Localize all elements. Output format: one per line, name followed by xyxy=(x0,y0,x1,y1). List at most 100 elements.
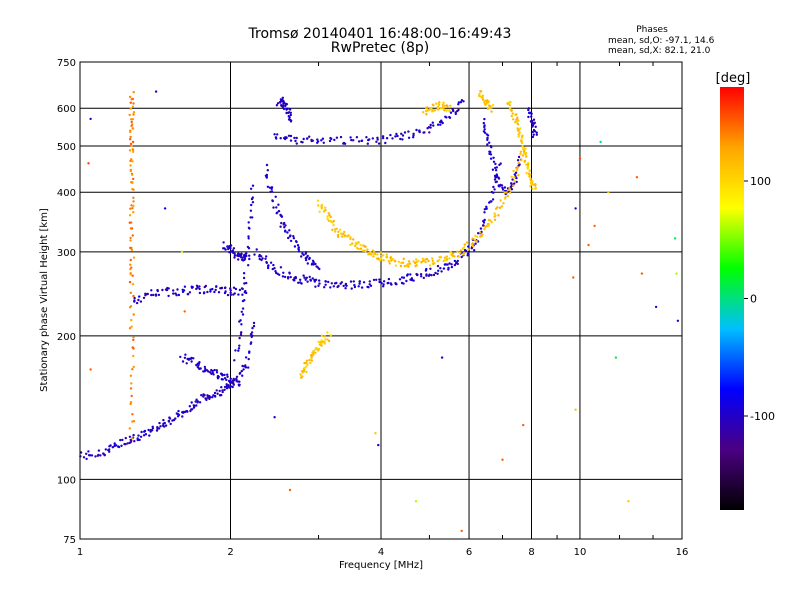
data-point xyxy=(179,355,182,359)
data-point xyxy=(172,292,175,295)
data-point xyxy=(489,153,493,156)
data-point xyxy=(365,136,368,139)
data-point xyxy=(300,282,303,285)
data-point xyxy=(352,139,355,142)
data-point xyxy=(284,230,287,233)
data-point xyxy=(327,212,330,215)
data-point xyxy=(158,421,161,425)
data-point xyxy=(272,263,275,267)
data-point xyxy=(241,299,245,303)
data-point xyxy=(332,219,335,223)
data-point xyxy=(234,287,238,291)
data-point xyxy=(432,262,435,266)
data-point xyxy=(515,176,518,180)
data-point xyxy=(442,267,446,270)
data-point xyxy=(129,164,132,167)
data-point xyxy=(129,236,132,240)
data-point xyxy=(431,121,434,124)
data-point xyxy=(439,255,442,259)
data-point xyxy=(182,411,185,414)
data-point xyxy=(491,168,495,171)
data-point xyxy=(283,221,286,225)
data-point xyxy=(130,248,134,252)
data-point xyxy=(535,131,538,134)
data-point xyxy=(372,278,376,282)
data-point xyxy=(339,135,343,139)
data-point xyxy=(103,453,107,457)
data-point xyxy=(445,258,449,261)
data-point xyxy=(323,335,326,338)
data-point xyxy=(318,279,321,282)
data-point xyxy=(535,133,538,136)
data-point xyxy=(132,204,135,208)
data-point xyxy=(516,159,520,162)
data-point xyxy=(334,230,337,233)
y-tick-label: 75 xyxy=(63,535,76,546)
data-point xyxy=(485,205,488,208)
data-point xyxy=(394,282,398,286)
data-point xyxy=(489,219,492,222)
data-point xyxy=(99,454,102,457)
data-point xyxy=(304,252,307,255)
data-point xyxy=(483,128,486,131)
data-point xyxy=(119,438,122,442)
data-point xyxy=(282,99,285,103)
data-point xyxy=(516,122,520,126)
data-point xyxy=(129,135,132,139)
data-point xyxy=(453,263,457,267)
data-point xyxy=(400,276,404,279)
data-point xyxy=(518,134,521,137)
data-point xyxy=(318,282,321,285)
data-point xyxy=(131,413,134,416)
data-point xyxy=(394,260,397,263)
data-point xyxy=(281,105,285,109)
data-point xyxy=(245,281,248,285)
data-point xyxy=(131,437,134,440)
data-point xyxy=(129,402,132,406)
data-point xyxy=(344,234,347,237)
data-point xyxy=(471,245,475,248)
data-point xyxy=(481,98,485,102)
data-point xyxy=(465,241,469,244)
data-point xyxy=(163,421,166,425)
data-point xyxy=(128,280,132,284)
data-point xyxy=(342,142,345,145)
data-point xyxy=(278,100,282,104)
data-point xyxy=(486,99,489,102)
data-point xyxy=(488,106,491,109)
data-point xyxy=(378,259,382,262)
data-point xyxy=(318,210,321,213)
data-point xyxy=(233,254,237,257)
y-tick-label: 600 xyxy=(57,104,76,115)
y-tick-label: 750 xyxy=(57,58,76,69)
data-point xyxy=(449,111,453,114)
data-point xyxy=(358,282,361,285)
data-point xyxy=(214,288,217,292)
data-point xyxy=(129,291,132,294)
data-point xyxy=(327,219,330,222)
data-point xyxy=(261,257,264,260)
data-point xyxy=(402,257,405,260)
data-point xyxy=(395,132,398,136)
data-point xyxy=(255,248,258,251)
data-point xyxy=(526,165,530,169)
data-point xyxy=(401,138,404,141)
data-point xyxy=(242,276,246,280)
data-point xyxy=(133,440,136,443)
data-point xyxy=(308,135,311,138)
data-point xyxy=(279,225,282,228)
data-point xyxy=(320,206,323,209)
data-point xyxy=(229,291,232,294)
data-point xyxy=(156,289,159,293)
data-point xyxy=(382,280,386,283)
data-point xyxy=(226,293,230,297)
data-point xyxy=(132,313,135,316)
data-point xyxy=(520,136,523,140)
data-point xyxy=(244,289,247,293)
data-point xyxy=(131,420,134,423)
data-point xyxy=(229,377,232,380)
data-point xyxy=(251,184,255,187)
data-point xyxy=(185,410,188,413)
data-point xyxy=(167,287,170,290)
data-point xyxy=(526,161,530,165)
